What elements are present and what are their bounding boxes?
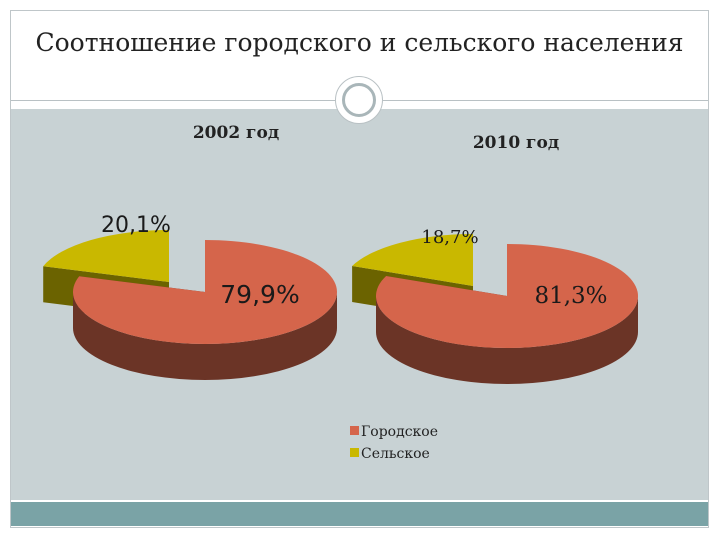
slice-side-urban: [73, 292, 337, 380]
slice-urban: [376, 244, 638, 349]
legend-swatch: [350, 448, 359, 457]
data-label-urban: 81,3%: [534, 283, 607, 309]
legend-label: Сельское: [361, 446, 430, 462]
circle-ornament-icon: [335, 76, 383, 124]
bottom-bar: [11, 502, 708, 526]
circle-ornament-inner: [342, 83, 376, 117]
slice-rural: [43, 230, 169, 282]
legend-label: Городское: [361, 424, 438, 440]
data-label-rural: 18,7%: [421, 227, 478, 248]
chart-legend: Городское Сельское: [350, 424, 438, 462]
slice-rural: [352, 234, 473, 286]
data-label-rural: 20,1%: [101, 213, 171, 238]
pie-title: 2002 год: [193, 123, 279, 143]
slide-title: Соотношение городского и сельского насел…: [35, 28, 684, 57]
pie-title: 2010 год: [473, 133, 559, 153]
slice-side-urban: [376, 296, 638, 384]
legend-swatch: [350, 426, 359, 435]
slice-urban: [72, 240, 338, 344]
pie-chart-2010: 2010 год 81,3% 18,7%: [352, 133, 638, 384]
pie-chart-2002: 2002 год 79,9% 20,1%: [43, 123, 338, 380]
data-label-urban: 79,9%: [220, 280, 299, 309]
